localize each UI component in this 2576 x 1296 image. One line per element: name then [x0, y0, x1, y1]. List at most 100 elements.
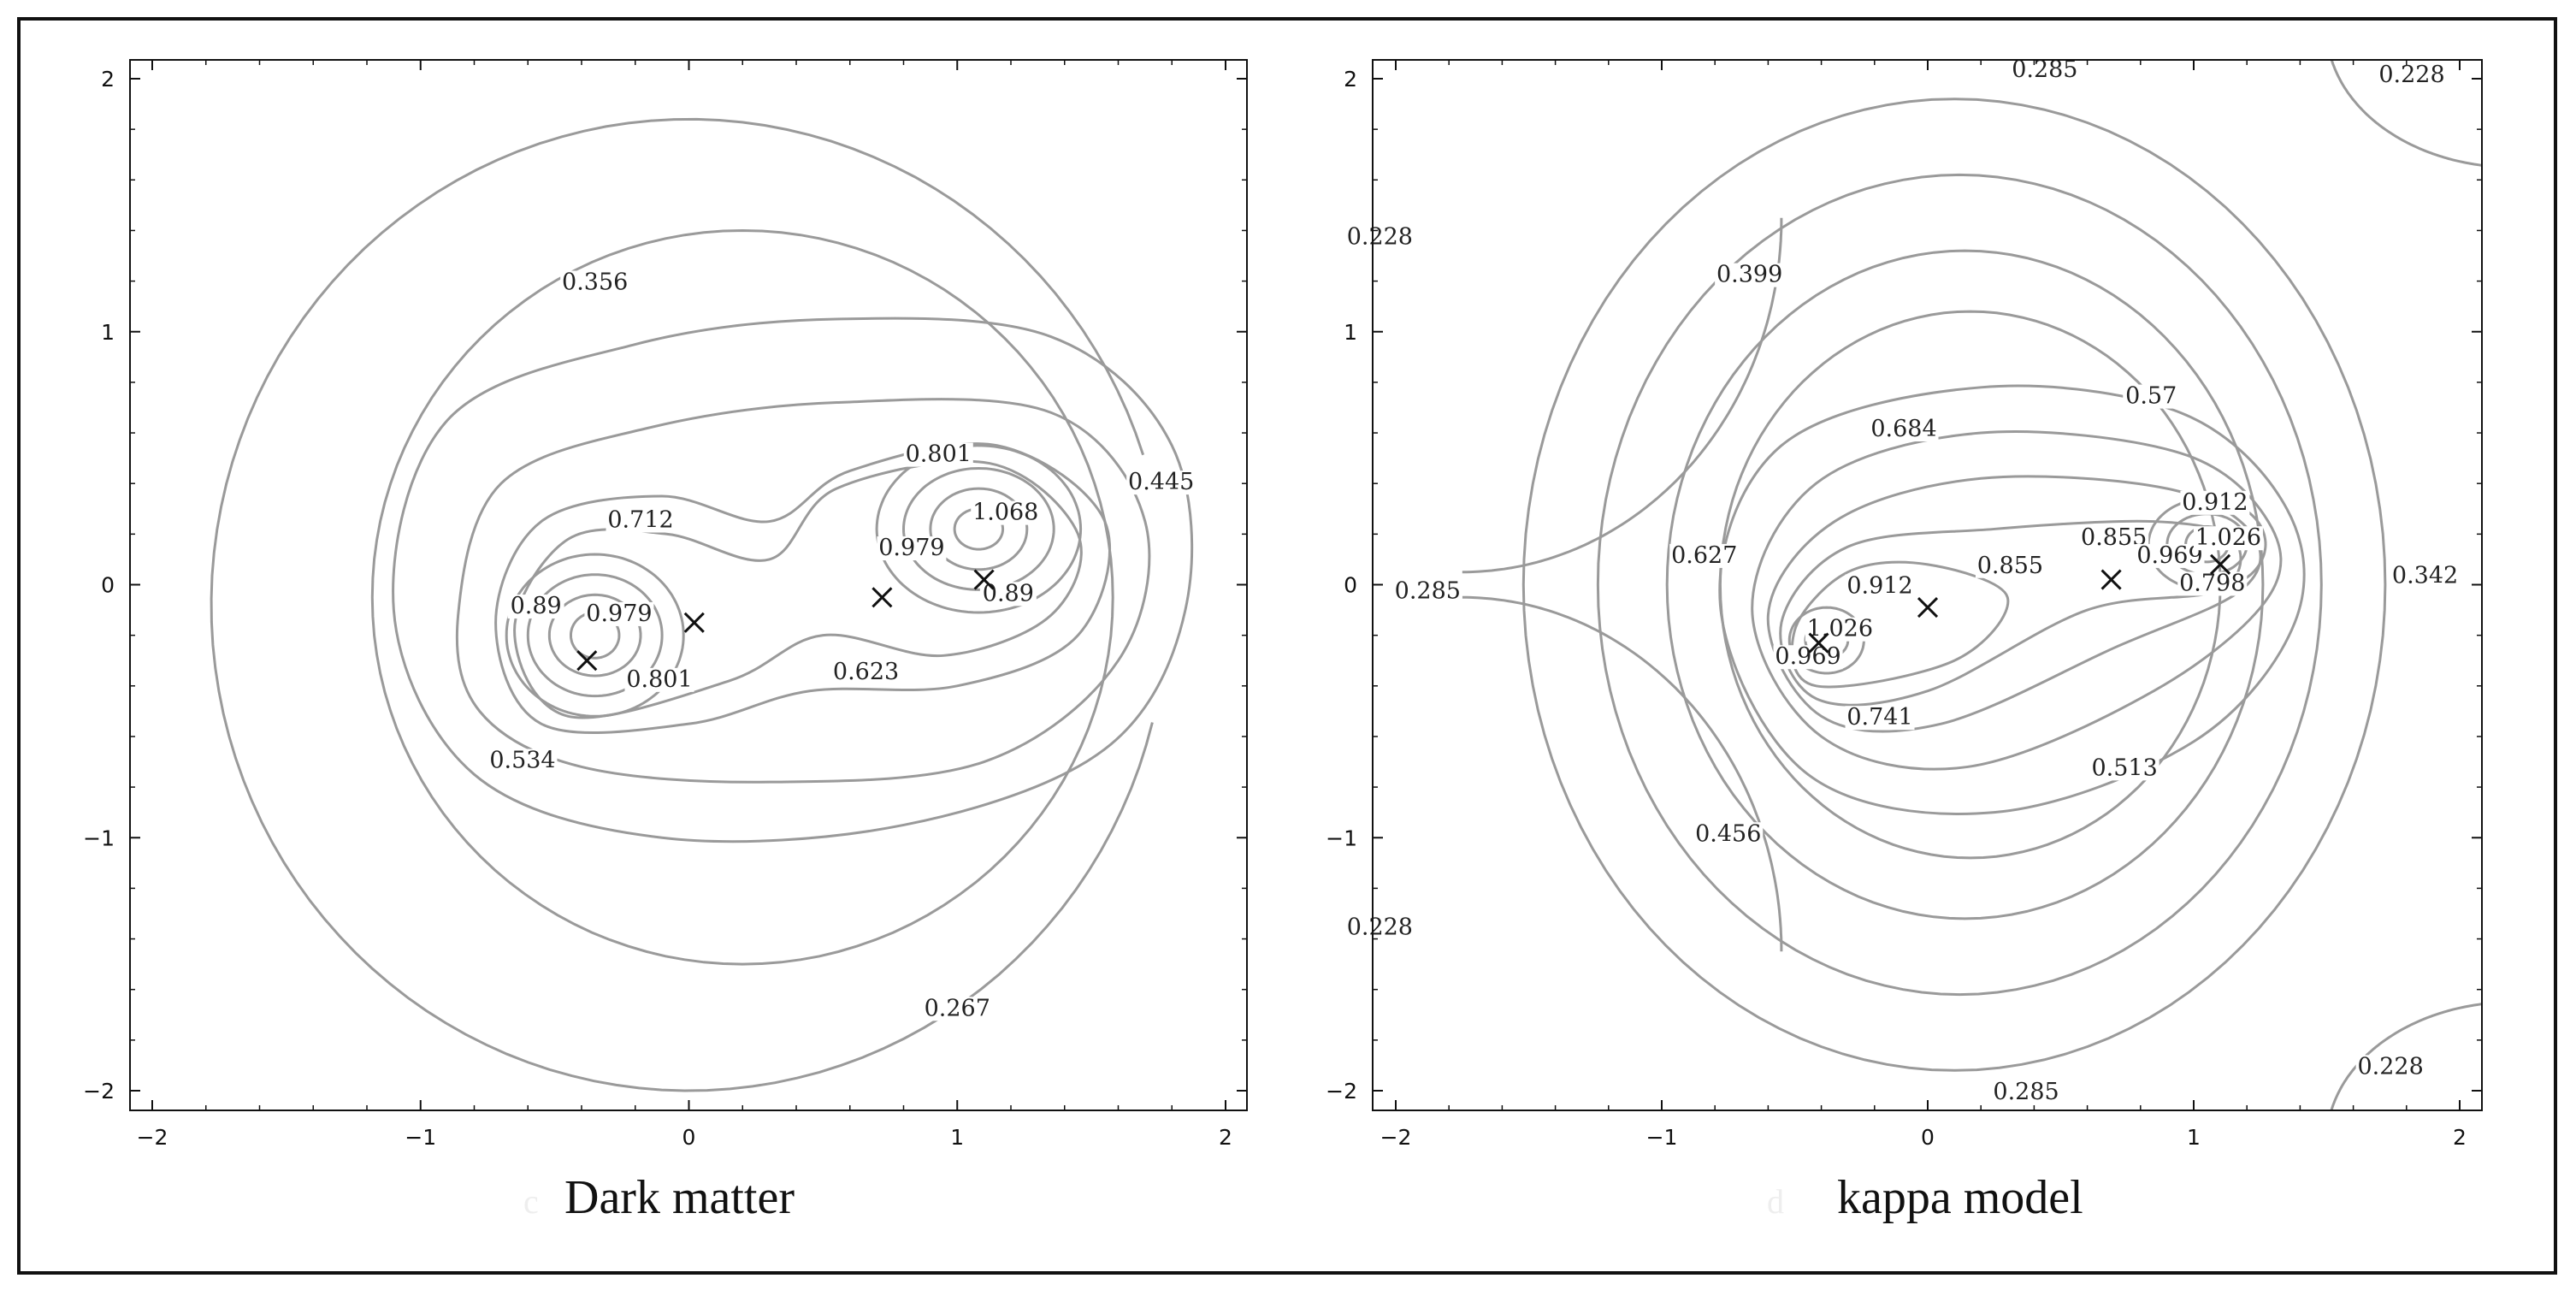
dark-matter-marker: [973, 569, 995, 590]
kappa-model-contour-line: [1779, 519, 2242, 707]
kappa-model-marker: [1808, 632, 1829, 654]
dark-matter-contour-label: 0.89: [983, 580, 1034, 607]
kappa-model-contour-label-bg: [1845, 574, 1915, 599]
kappa-model-contour-label: 0.228: [2357, 1053, 2423, 1080]
kappa-model-contour-label: 0.513: [2091, 755, 2157, 781]
kappa-model-contour-label: 0.57: [2125, 383, 2177, 410]
kappa-model-x-tick-label: 1: [2187, 1125, 2201, 1150]
dark-matter-contour-label: 0.267: [925, 995, 990, 1021]
figure-frame: [17, 17, 2557, 1275]
dark-matter-contour-label-bg: [606, 508, 676, 533]
kappa-model-contour-label-bg: [1392, 579, 1462, 604]
dark-matter-contour-line: [901, 466, 1055, 591]
dark-matter-contour-label-bg: [560, 270, 630, 295]
kappa-model-contour-line: [1521, 98, 2387, 1072]
kappa-model-panel-letter: d: [1767, 1182, 1784, 1221]
kappa-model-contour-label: 0.228: [1347, 223, 1413, 250]
kappa-model-contour-line: [1751, 430, 2283, 771]
kappa-model-contour-labels: 0.285 0.228 0.228 0.399 0.57 0.684 0.912 0.855 0…: [1344, 56, 2461, 1105]
kappa-model-contour-line: [2330, 1003, 2482, 1110]
dark-matter-contour-label: 0.801: [626, 666, 692, 693]
dark-matter-contour-label: 0.979: [878, 535, 944, 561]
dark-matter-contour-line: [210, 117, 1154, 1092]
dark-matter-ticks: −2 −1 0 1 2 −2 −1 0 1 2: [83, 60, 1247, 1150]
dark-matter-contour-label: 0.623: [833, 659, 899, 685]
dark-matter-contour-line: [455, 398, 1151, 784]
dark-matter-y-tick-label: 1: [101, 320, 115, 345]
kappa-model-contour-label-bg: [1693, 822, 1764, 847]
dark-matter-contour-label-bg: [584, 601, 654, 626]
kappa-model-contour-label: 0.399: [1716, 262, 1782, 288]
dark-matter-panel-letter: c: [523, 1182, 539, 1221]
kappa-model-axes-box: [1372, 59, 2483, 1111]
dark-matter-contour-line: [547, 593, 642, 678]
dark-matter-contour-line: [875, 444, 1083, 614]
dark-matter-contour-label-bg: [831, 660, 901, 684]
kappa-model-marker: [2100, 569, 2122, 590]
dark-matter-contour-labels: 0.356 0.445 0.801 1.068 0.712 0.979 0.89 0.979 0…: [487, 269, 1196, 1021]
dark-matter-marker: [871, 587, 893, 608]
kappa-model-contour-label-bg: [2089, 756, 2159, 781]
kappa-model-contour-label: 0.285: [1993, 1079, 2059, 1105]
kappa-model-contour-label-bg: [1975, 553, 2045, 578]
kappa-model-ticks: −2 −1 0 1 2 −2 −1 0 1 2: [1326, 60, 2482, 1150]
kappa-model-contour-label-bg: [1715, 263, 1785, 287]
kappa-model-contour-label-bg: [1344, 225, 1415, 250]
kappa-model-contour-line: [1462, 595, 1783, 952]
kappa-model-contour-label: 0.912: [2182, 489, 2248, 516]
dark-matter-contour-label: 0.445: [1128, 469, 1194, 495]
dark-matter-contour-label-bg: [922, 997, 992, 1021]
kappa-model-markers: [1808, 553, 2231, 654]
kappa-model-contour-label-bg: [2390, 564, 2461, 589]
kappa-model-x-tick-label: −1: [1646, 1125, 1678, 1150]
kappa-model-x-tick-label: −2: [1380, 1125, 1412, 1150]
kappa-model-contour-label: 1.026: [2195, 524, 2261, 551]
dark-matter-markers: [576, 569, 995, 672]
kappa-model-contour-label-bg: [2123, 384, 2180, 409]
kappa-model-contour-label: 0.969: [1775, 643, 1840, 670]
dark-matter-contour-label-bg: [507, 595, 564, 619]
kappa-model-contour-label-bg: [2377, 63, 2447, 87]
kappa-model-contour-label-bg: [2180, 490, 2250, 515]
kappa-model-x-tick-label: 0: [1921, 1125, 1935, 1150]
kappa-model-contour-label: 0.342: [2392, 563, 2458, 589]
dark-matter-contour-label-bg: [971, 500, 1041, 525]
dark-matter-contour-line: [494, 442, 1112, 734]
dark-matter-contour-label-bg: [624, 667, 694, 692]
kappa-model-contour-label: 0.627: [1671, 542, 1737, 569]
dark-matter-contour-label-bg: [903, 442, 973, 467]
kappa-model-contour-label: 0.684: [1870, 416, 1936, 442]
kappa-model-contour-line: [1718, 384, 2306, 815]
kappa-model-contour-line: [1596, 173, 2323, 997]
dark-matter-contour-label: 0.356: [562, 269, 628, 296]
kappa-model-contour-label: 0.228: [2378, 62, 2444, 88]
kappa-model-contour-label: 0.285: [2012, 56, 2077, 83]
kappa-model-y-tick-label: −2: [1326, 1079, 1357, 1104]
kappa-model-contour-label-bg: [1869, 417, 1939, 442]
dark-matter-contour-label: 0.801: [906, 441, 972, 468]
kappa-model-contour-label-bg: [1845, 706, 1915, 731]
dark-matter-contour-label: 0.979: [586, 601, 652, 627]
dark-matter-x-tick-label: 1: [950, 1125, 964, 1150]
dark-matter-contour-label: 1.068: [972, 500, 1038, 526]
dark-matter-x-tick-label: −1: [405, 1125, 436, 1150]
dark-matter-y-tick-label: 0: [101, 573, 115, 598]
kappa-model-contour-label-bg: [2135, 543, 2205, 568]
dark-matter-axes-box: [129, 59, 1248, 1111]
kappa-model-y-tick-label: 1: [1344, 320, 1357, 345]
kappa-model-contour-label: 0.855: [1977, 553, 2043, 579]
kappa-model-contour-label-bg: [2177, 571, 2248, 596]
kappa-model-contour-line: [1787, 606, 1865, 675]
kappa-model-y-tick-label: 0: [1344, 573, 1357, 598]
kappa-model-contour-label: 0.798: [2179, 570, 2245, 596]
dark-matter-contour-line: [929, 487, 1029, 571]
dark-matter-contour-label: 0.534: [489, 747, 555, 773]
kappa-model-contour-label-bg: [1991, 1080, 2061, 1104]
kappa-model-contour-label-bg: [2355, 1055, 2425, 1080]
kappa-model-contour-line: [1665, 249, 2265, 920]
dark-matter-marker: [576, 650, 598, 672]
dark-matter-contour-label-bg: [487, 749, 558, 773]
dark-matter-y-tick-label: −2: [83, 1079, 115, 1104]
kappa-model-contour-label-bg: [1344, 915, 1415, 940]
